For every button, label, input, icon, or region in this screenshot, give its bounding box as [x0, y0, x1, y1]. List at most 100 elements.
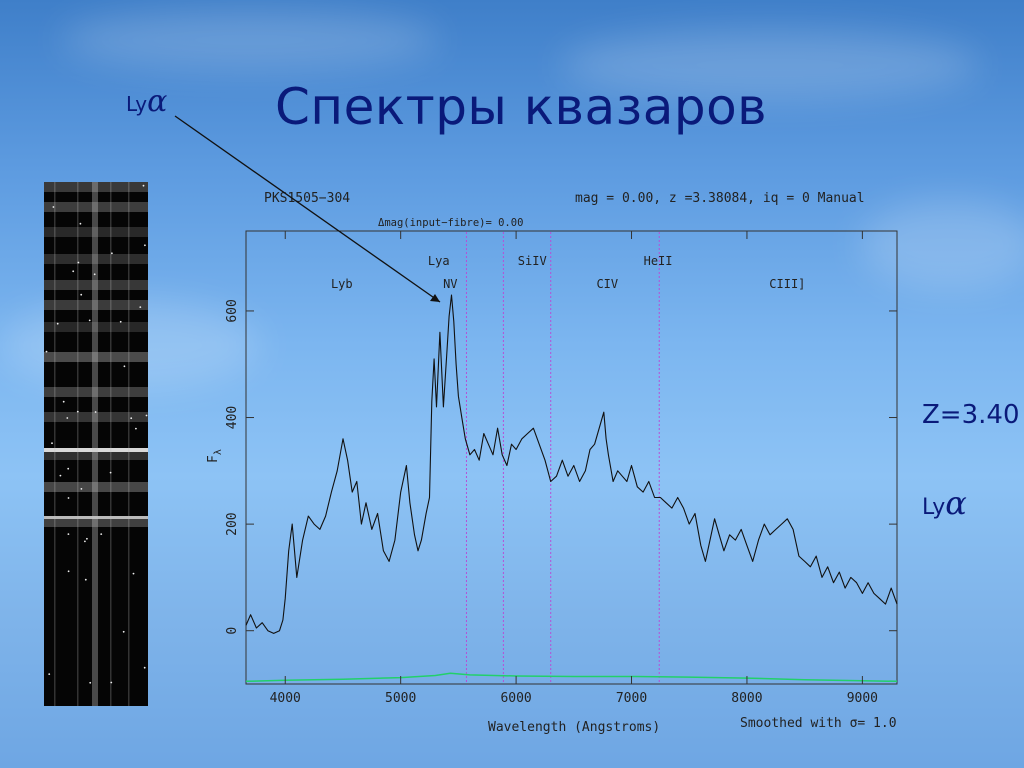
- y-tick-label: 0: [225, 627, 240, 635]
- line-marker-label: Lyb: [331, 277, 353, 291]
- spectrum-band: [44, 450, 148, 460]
- spectrum-flux-line: [245, 294, 898, 634]
- chart-header-left: PKS1505−304: [264, 191, 350, 206]
- redshift-label: Z=3.40: [922, 400, 1020, 430]
- y-axis-label: Fλ: [206, 449, 224, 463]
- noise-speck: [110, 681, 113, 684]
- y-tick-label: 200: [225, 512, 240, 535]
- noise-speck: [80, 488, 83, 490]
- lyman-alpha-label: Lyα: [126, 84, 167, 119]
- spectrum-band: [44, 387, 148, 397]
- noise-speck: [51, 442, 53, 445]
- chart-footnote: Smoothed with σ= 1.0: [740, 716, 897, 731]
- fibre-trace: [128, 182, 130, 706]
- sky-noise-line: [245, 672, 898, 683]
- fibre-trace: [77, 182, 79, 706]
- y-tick-label: 600: [225, 299, 240, 322]
- x-tick-label: 5000: [385, 691, 416, 706]
- noise-speck: [100, 533, 103, 535]
- y-axis-label-main: F: [206, 455, 221, 463]
- noise-speck: [59, 474, 62, 477]
- noise-speck: [109, 471, 112, 474]
- noise-speck: [88, 319, 91, 322]
- noise-speck: [84, 578, 87, 581]
- noise-speck: [67, 533, 70, 535]
- noise-speck: [143, 666, 146, 669]
- noise-speck: [67, 570, 70, 573]
- noise-speck: [76, 410, 79, 413]
- line-marker-label: HeII: [644, 254, 673, 268]
- lyman-alpha-side-ly-text: Ly: [922, 495, 946, 520]
- bright-sky-line: [44, 448, 148, 452]
- x-tick-label: 7000: [616, 691, 647, 706]
- spectrum-band: [44, 300, 148, 310]
- noise-speck: [135, 427, 137, 430]
- spectrum-band: [44, 352, 148, 362]
- lyman-alpha-symbol: α: [147, 84, 168, 119]
- x-axis-label: Wavelength (Angstroms): [488, 720, 660, 735]
- spectrum-band: [44, 322, 148, 332]
- x-tick-label: 4000: [270, 691, 301, 706]
- spectrum-band: [44, 280, 148, 290]
- fibre-trace: [54, 182, 56, 706]
- sky-cloud: [560, 30, 980, 100]
- noise-speck: [89, 681, 92, 684]
- noise-speck: [45, 350, 48, 353]
- lyman-alpha-arrowhead: [430, 294, 440, 302]
- noise-speck: [123, 365, 126, 368]
- noise-speck: [139, 306, 142, 308]
- noise-speck: [86, 537, 88, 540]
- x-tick-label: 6000: [500, 691, 531, 706]
- noise-speck: [56, 322, 59, 325]
- noise-speck: [93, 273, 96, 276]
- slide-title: Спектры квазаров: [275, 78, 768, 136]
- noise-speck: [119, 320, 122, 323]
- lyman-alpha-ly-text: Ly: [126, 92, 148, 116]
- fibre-trace: [110, 182, 112, 706]
- line-marker-label: NV: [443, 277, 457, 291]
- line-marker-label: Lya: [428, 254, 450, 268]
- x-tick-label: 8000: [731, 691, 762, 706]
- spectrum-band: [44, 202, 148, 212]
- chart-header-right: mag = 0.00, z =3.38084, iq = 0 Manual: [575, 191, 865, 206]
- sky-cloud: [60, 10, 440, 70]
- noise-speck: [48, 673, 51, 675]
- noise-speck: [77, 261, 80, 264]
- spectrum-band: [44, 182, 148, 192]
- line-marker-label: SiIV: [518, 254, 547, 268]
- y-axis-label-subscript: λ: [213, 449, 224, 455]
- plot-frame: [245, 230, 898, 685]
- spectrum-band: [44, 227, 148, 237]
- noise-speck: [132, 572, 135, 575]
- noise-speck: [67, 467, 70, 470]
- lyman-alpha-side-symbol: α: [945, 484, 967, 522]
- line-marker-label: CIV: [596, 277, 618, 291]
- noise-speck: [80, 293, 83, 296]
- lyman-alpha-arrow: [174, 115, 441, 303]
- noise-speck: [66, 417, 69, 419]
- y-tick-label: 400: [225, 406, 240, 429]
- spectrum-band: [44, 412, 148, 422]
- noise-speck: [144, 244, 146, 247]
- noise-speck: [52, 206, 55, 208]
- noise-speck: [122, 630, 125, 633]
- line-marker-label: CIII]: [769, 277, 805, 291]
- sky-cloud: [860, 200, 1024, 290]
- spectrum-band: [44, 254, 148, 264]
- noise-speck: [72, 270, 75, 273]
- quasar-trace: [92, 182, 98, 706]
- x-tick-label: 9000: [847, 691, 878, 706]
- spectrum-band: [44, 517, 148, 527]
- noise-speck: [145, 414, 148, 417]
- noise-speck: [142, 184, 145, 187]
- noise-speck: [111, 252, 113, 255]
- spectrum-band: [44, 482, 148, 492]
- noise-speck: [62, 400, 65, 403]
- bright-sky-line: [44, 516, 148, 519]
- noise-speck: [130, 417, 133, 420]
- two-d-spectrum-image: [44, 182, 148, 706]
- lyman-alpha-side-label: Lyα: [922, 484, 967, 522]
- noise-speck: [67, 497, 70, 499]
- noise-speck: [94, 411, 97, 413]
